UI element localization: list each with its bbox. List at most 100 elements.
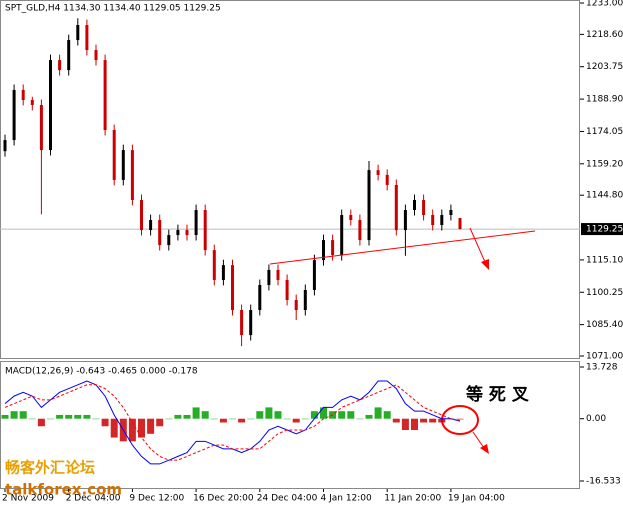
histogram-bar xyxy=(183,414,191,419)
candle-body xyxy=(3,140,7,152)
histogram-bar xyxy=(429,418,437,423)
histogram-bar xyxy=(101,418,109,427)
histogram-bar xyxy=(156,418,164,427)
candle-body xyxy=(276,269,280,280)
candle-body xyxy=(167,235,171,246)
candle-body xyxy=(422,199,426,216)
candle-body xyxy=(385,174,389,185)
histogram-bar xyxy=(310,411,318,419)
histogram-bar xyxy=(19,411,27,419)
candle-body xyxy=(376,170,380,175)
y-tick-label: 1071.00 xyxy=(586,352,623,362)
candle-body xyxy=(103,60,107,131)
candle-body xyxy=(458,218,462,230)
y-tick-label: 1218.60 xyxy=(586,30,623,40)
candle-body xyxy=(212,250,216,280)
watermark: talkforex.com xyxy=(5,481,122,499)
arrow-head xyxy=(481,259,489,270)
histogram-bar xyxy=(438,418,446,423)
histogram-bar xyxy=(401,418,409,431)
x-tick-label: 19 Jan 04:00 xyxy=(448,494,505,504)
candle-body xyxy=(267,269,271,285)
x-tick-label: 24 Dec 04:00 xyxy=(257,494,318,504)
histogram-bar xyxy=(128,418,136,442)
candle-body xyxy=(394,184,398,231)
candle-body xyxy=(331,240,335,256)
y-tick-label: 1115.10 xyxy=(586,255,623,265)
price-panel xyxy=(0,0,580,359)
histogram-bar xyxy=(47,418,54,420)
candle-body xyxy=(39,104,43,151)
histogram-bar xyxy=(147,418,155,434)
candle-body xyxy=(303,289,307,311)
candle-body xyxy=(21,89,25,100)
histogram-bar xyxy=(74,414,82,419)
histogram-bar xyxy=(356,418,364,420)
candle-body xyxy=(358,220,362,241)
histogram-bar xyxy=(10,411,18,419)
candle-body xyxy=(149,220,153,231)
candle-body xyxy=(58,60,62,71)
x-tick-label: 16 Dec 20:00 xyxy=(193,494,254,504)
histogram-bar xyxy=(265,407,273,419)
y-tick-label: 1233.00 xyxy=(586,0,623,9)
histogram-bar xyxy=(238,418,246,423)
candle-body xyxy=(30,99,34,105)
x-tick-label: 4 Jan 12:00 xyxy=(321,494,373,504)
y-tick-label: 1174.05 xyxy=(586,127,623,137)
candle-body xyxy=(285,279,289,300)
histogram-bar xyxy=(347,411,355,419)
y-tick-label: 0.00 xyxy=(586,414,606,424)
candle-body xyxy=(294,299,298,311)
candle-body xyxy=(185,230,189,236)
current-price-box xyxy=(581,223,623,236)
candle-body xyxy=(176,230,180,236)
candle-body xyxy=(203,210,207,251)
x-tick-label: 2 Nov 2009 xyxy=(2,494,54,504)
histogram-bar xyxy=(37,418,45,427)
candle-body xyxy=(240,310,244,336)
histogram-bar xyxy=(110,418,118,438)
histogram-bar xyxy=(56,414,64,419)
macd-line xyxy=(4,384,461,461)
histogram-bar xyxy=(420,418,428,423)
histogram-bar xyxy=(192,407,200,419)
histogram-bar xyxy=(65,414,73,419)
histogram-bar xyxy=(338,411,346,419)
candle-body xyxy=(49,60,52,151)
histogram-bar xyxy=(374,407,382,419)
y-tick-label: 1159.20 xyxy=(586,159,623,169)
candle-body xyxy=(130,150,134,200)
candle-body xyxy=(194,210,198,236)
trendline xyxy=(269,230,536,265)
candle-body xyxy=(322,240,325,261)
y-tick-label: 13.728 xyxy=(586,363,618,373)
histogram-bar xyxy=(201,411,209,419)
current-price-label: 1129.25 xyxy=(586,225,623,235)
candle-body xyxy=(340,215,344,256)
macd-panel xyxy=(0,361,580,489)
histogram-bar xyxy=(320,407,327,419)
histogram-bar xyxy=(210,418,218,420)
histogram-bar xyxy=(165,418,173,420)
y-tick-label: 1100.25 xyxy=(586,288,623,298)
candle-body xyxy=(367,170,371,241)
candle-body xyxy=(258,284,262,311)
arrow xyxy=(472,431,485,449)
watermark: 畅客外汇论坛 xyxy=(5,459,95,477)
x-tick-label: 9 Dec 12:00 xyxy=(129,494,184,504)
histogram-bar xyxy=(28,418,36,420)
candle-body xyxy=(85,25,89,51)
candle-body xyxy=(349,215,353,221)
candle-body xyxy=(112,130,116,180)
candle-body xyxy=(76,25,80,41)
candle-body xyxy=(67,40,71,71)
candle-body xyxy=(403,210,407,231)
candle-body xyxy=(231,265,234,311)
y-tick-label: 1144.80 xyxy=(586,191,623,201)
annotation: 等 死 叉 xyxy=(466,384,530,405)
histogram-bar xyxy=(301,418,309,420)
y-tick-label: 1085.40 xyxy=(586,320,623,330)
histogram-bar xyxy=(92,418,100,420)
